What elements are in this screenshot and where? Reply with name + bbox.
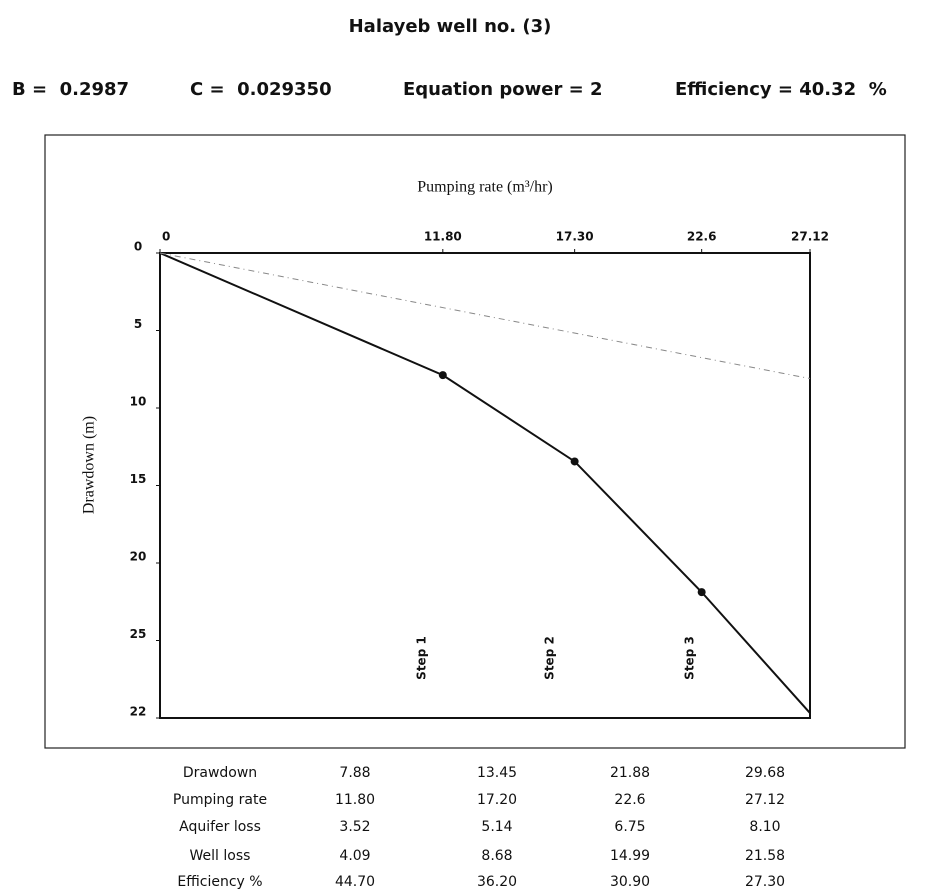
point — [697, 588, 706, 597]
row-label: Well loss — [190, 848, 251, 864]
x-tick-label: 11.80 — [424, 230, 462, 244]
cell: 30.90 — [610, 874, 650, 890]
cell: 11.80 — [335, 792, 375, 808]
x-tick-label: 27.12 — [791, 230, 829, 244]
cell: 5.14 — [481, 819, 512, 835]
cell: 36.20 — [477, 874, 517, 890]
cell: 27.12 — [745, 792, 785, 808]
cell: 8.68 — [481, 848, 512, 864]
row-label: Efficiency % — [177, 874, 262, 890]
cell: 3.52 — [339, 819, 370, 835]
y-tick-label: 0 — [134, 240, 142, 254]
cell: 6.75 — [614, 819, 645, 835]
y-tick-label: 22 — [130, 705, 147, 719]
row-label: Pumping rate — [173, 792, 267, 808]
cell: 29.68 — [745, 765, 785, 781]
step-label: Step 1 — [415, 636, 429, 680]
x-tick-label: 17.30 — [556, 230, 594, 244]
cell: 44.70 — [335, 874, 375, 890]
series-line — [159, 252, 811, 714]
x-axis-label: Pumping rate (m³/hr) — [417, 179, 552, 196]
cell: 17.20 — [477, 792, 517, 808]
cell: 21.88 — [610, 765, 650, 781]
series-line — [159, 252, 811, 380]
x-tick-label: 0 — [162, 230, 170, 244]
cell: 8.10 — [749, 819, 780, 835]
cell: 14.99 — [610, 848, 650, 864]
cell: 27.30 — [745, 874, 785, 890]
cell: 22.6 — [614, 792, 645, 808]
step-label: Step 2 — [543, 636, 557, 680]
row-label: Aquifer loss — [179, 819, 261, 835]
y-tick-label: 25 — [130, 627, 147, 641]
point — [570, 457, 579, 466]
cell: 4.09 — [339, 848, 370, 864]
y-tick-label: 10 — [130, 395, 147, 409]
param: Efficiency = 40.32 % — [675, 79, 887, 100]
chart-frame — [44, 134, 906, 749]
cell: 21.58 — [745, 848, 785, 864]
cell: 7.88 — [339, 765, 370, 781]
plot-area — [159, 252, 811, 719]
step-label: Step 3 — [683, 636, 697, 680]
row-label: Drawdown — [183, 765, 257, 781]
y-tick-label: 20 — [130, 550, 147, 564]
param: C = 0.029350 — [190, 79, 332, 100]
param: B = 0.2987 — [12, 79, 129, 100]
point — [438, 371, 447, 380]
y-tick-label: 15 — [130, 472, 147, 486]
y-tick-label: 5 — [134, 317, 142, 331]
title: Halayeb well no. (3) — [349, 16, 552, 37]
cell: 13.45 — [477, 765, 517, 781]
param: Equation power = 2 — [403, 79, 602, 100]
x-tick-label: 22.6 — [687, 230, 717, 244]
y-axis-label: Drawdown (m) — [81, 416, 98, 514]
